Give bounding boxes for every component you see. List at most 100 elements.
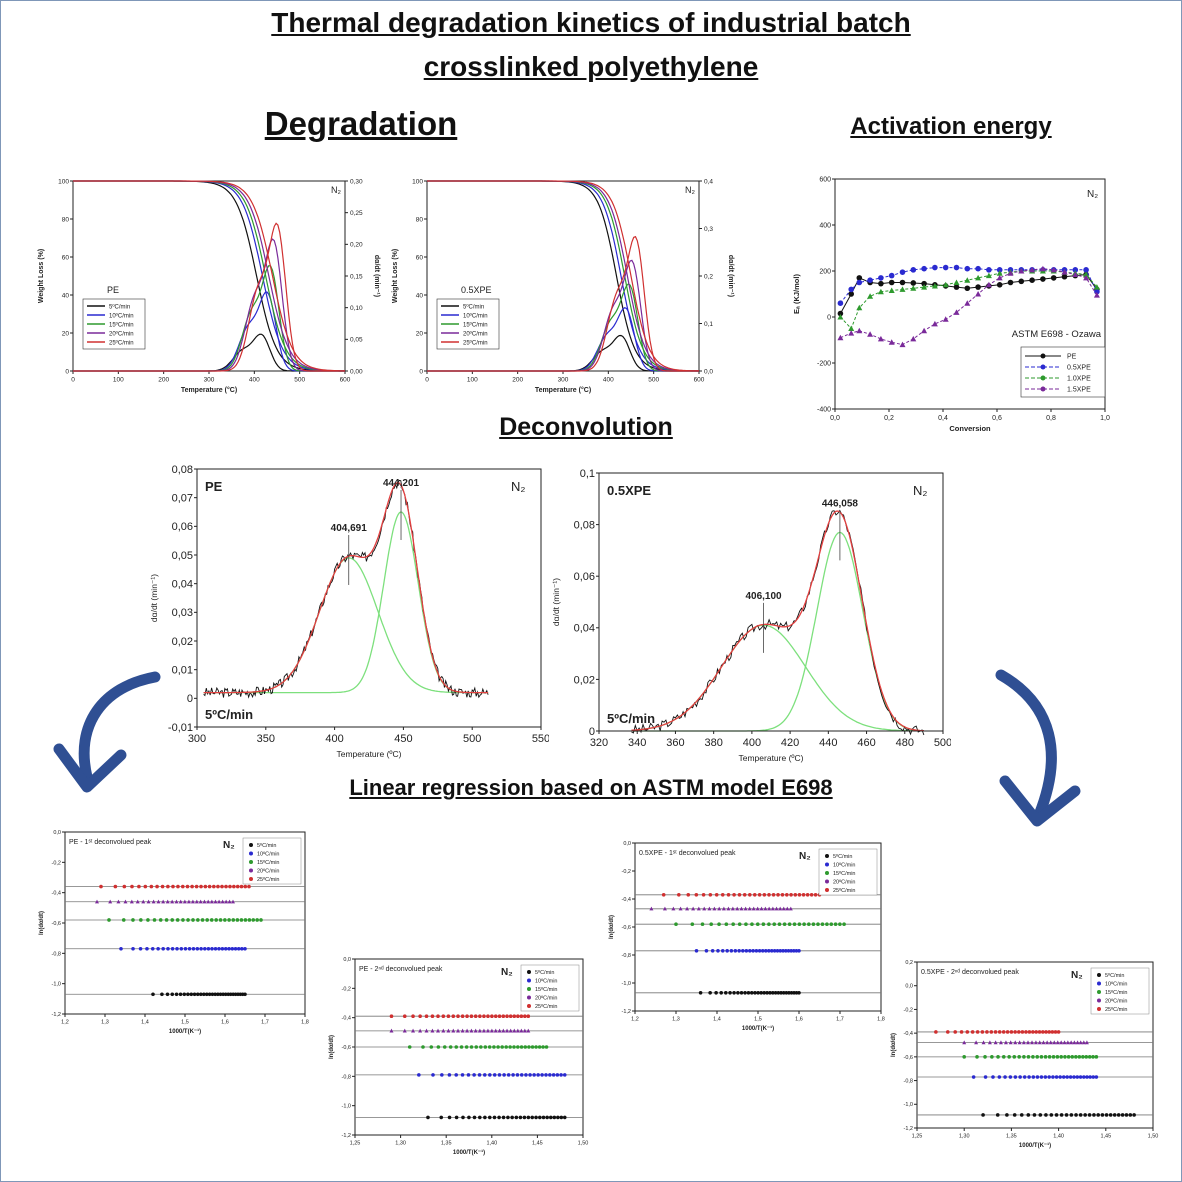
data-point-25 bbox=[993, 1030, 998, 1034]
y-tick-label: 0,2 bbox=[905, 960, 913, 966]
data-point-25 bbox=[122, 884, 127, 889]
data-point-15 bbox=[496, 1045, 500, 1049]
ea-point-1.5XPE bbox=[942, 316, 949, 322]
deconvolution-pe-chart: 404,691 444,201 300 350 400 450 500 550 -0,01 0 0,… bbox=[149, 464, 549, 759]
data-point-25 bbox=[113, 884, 118, 889]
data-point-20 bbox=[1069, 1040, 1074, 1045]
data-point-5 bbox=[182, 992, 187, 997]
peak-label-2: 444,201 bbox=[383, 478, 420, 489]
data-point-5 bbox=[199, 992, 203, 997]
data-point-25 bbox=[203, 884, 208, 889]
y-axis-label: Weight Loss (%) bbox=[392, 249, 399, 303]
data-point-10 bbox=[794, 949, 799, 953]
data-point-20 bbox=[671, 906, 676, 911]
data-point-15 bbox=[530, 1045, 535, 1049]
data-point-15 bbox=[131, 918, 135, 922]
x-axis-label: 1000/T(K⁻¹) bbox=[1019, 1142, 1051, 1149]
ea-point-0.5XPE bbox=[921, 265, 927, 272]
data-point-25 bbox=[446, 1014, 451, 1018]
x-tick-label: 0,4 bbox=[938, 415, 948, 422]
data-point-5 bbox=[1108, 1113, 1113, 1117]
data-point-15 bbox=[209, 918, 214, 922]
data-point-5 bbox=[789, 991, 794, 995]
data-point-20 bbox=[465, 1028, 470, 1033]
data-point-15 bbox=[483, 1045, 488, 1049]
data-point-10 bbox=[763, 949, 768, 953]
data-point-20 bbox=[227, 899, 232, 904]
ea-point-1.5XPE bbox=[1093, 292, 1100, 298]
y2-tick-label: 0,15 bbox=[350, 273, 363, 280]
data-point-25 bbox=[232, 884, 236, 889]
data-point-10 bbox=[760, 949, 765, 953]
data-point-10 bbox=[440, 1073, 444, 1077]
data-point-20 bbox=[411, 1028, 416, 1033]
ea-point-0.5XPE bbox=[1072, 267, 1079, 273]
data-point-20 bbox=[717, 906, 722, 911]
atmosphere-label: N₂ bbox=[1071, 970, 1083, 981]
y-tick-label: -400 bbox=[817, 406, 831, 413]
data-point-20 bbox=[456, 1028, 461, 1033]
data-point-20 bbox=[702, 906, 707, 911]
y-tick-label: -0,4 bbox=[622, 897, 631, 903]
x-tick-label: 1,30 bbox=[959, 1134, 970, 1140]
data-point-5 bbox=[165, 992, 170, 997]
data-point-10 bbox=[233, 946, 238, 951]
method-annotation: ASTM E698 - Ozawa bbox=[1012, 329, 1102, 340]
data-point-20 bbox=[485, 1028, 490, 1033]
title-line-2: crosslinked polyethylene bbox=[423, 51, 759, 82]
x-tick-label: 1,0 bbox=[1100, 415, 1110, 422]
ea-point-0.5XPE bbox=[975, 265, 981, 272]
sample-label: 0.5XPE bbox=[461, 285, 492, 295]
y-tick-label: 100 bbox=[58, 178, 69, 185]
x-tick-label: 1,50 bbox=[1148, 1134, 1159, 1140]
data-point-25 bbox=[737, 893, 742, 897]
data-point-5 bbox=[439, 1115, 444, 1120]
data-point-10 bbox=[183, 946, 188, 951]
legend-label-20: 20ºC/min bbox=[257, 868, 280, 875]
ea-point-PE bbox=[1029, 277, 1035, 283]
y-axis-label: dα/dt (min⁻¹) bbox=[551, 578, 561, 626]
data-point-10 bbox=[131, 946, 135, 951]
data-point-5 bbox=[771, 991, 775, 995]
ea-point-0.5XPE bbox=[848, 286, 854, 293]
data-point-10 bbox=[203, 946, 207, 951]
data-point-25 bbox=[180, 884, 185, 889]
data-point-20 bbox=[451, 1028, 456, 1033]
y-tick-label: 40 bbox=[62, 292, 70, 299]
data-point-25 bbox=[160, 884, 165, 889]
ea-point-1.0XPE bbox=[877, 288, 884, 295]
data-point-5 bbox=[1064, 1113, 1069, 1117]
y2-tick-label: 0,2 bbox=[704, 273, 713, 280]
y-tick-label: -0,8 bbox=[904, 1078, 913, 1084]
data-point-20 bbox=[231, 899, 235, 904]
data-point-20 bbox=[424, 1028, 429, 1033]
y2-tick-label: 0,30 bbox=[350, 178, 363, 185]
y2-tick-label: 0,10 bbox=[350, 305, 363, 312]
data-point-10 bbox=[797, 949, 801, 953]
data-point-5 bbox=[768, 991, 772, 995]
data-point-20 bbox=[194, 899, 199, 904]
weight-loss-curve-25 bbox=[73, 180, 346, 372]
data-point-10 bbox=[170, 946, 175, 951]
legend-label-10: 10ºC/min bbox=[833, 862, 856, 869]
data-point-20 bbox=[1013, 1040, 1018, 1045]
data-point-10 bbox=[747, 949, 752, 953]
data-point-25 bbox=[797, 893, 802, 897]
y-tick-label: 0 bbox=[589, 726, 595, 738]
ea-point-1.0XPE bbox=[1083, 271, 1090, 277]
ea-point-PE bbox=[837, 310, 844, 317]
data-point-20 bbox=[526, 1028, 531, 1033]
data-point-15 bbox=[842, 922, 846, 926]
data-point-10 bbox=[781, 949, 785, 953]
data-point-5 bbox=[1019, 1113, 1024, 1117]
data-point-10 bbox=[1085, 1075, 1089, 1079]
data-point-25 bbox=[493, 1014, 498, 1018]
ea-point-1.5XPE bbox=[1007, 270, 1014, 276]
peak-label-2: 446,058 bbox=[822, 498, 859, 509]
data-point-15 bbox=[1017, 1055, 1021, 1059]
data-point-15 bbox=[527, 1045, 531, 1049]
data-point-5 bbox=[1026, 1113, 1031, 1117]
data-point-5 bbox=[714, 991, 718, 995]
ea-point-1.0XPE bbox=[888, 287, 895, 294]
data-point-25 bbox=[934, 1030, 938, 1034]
